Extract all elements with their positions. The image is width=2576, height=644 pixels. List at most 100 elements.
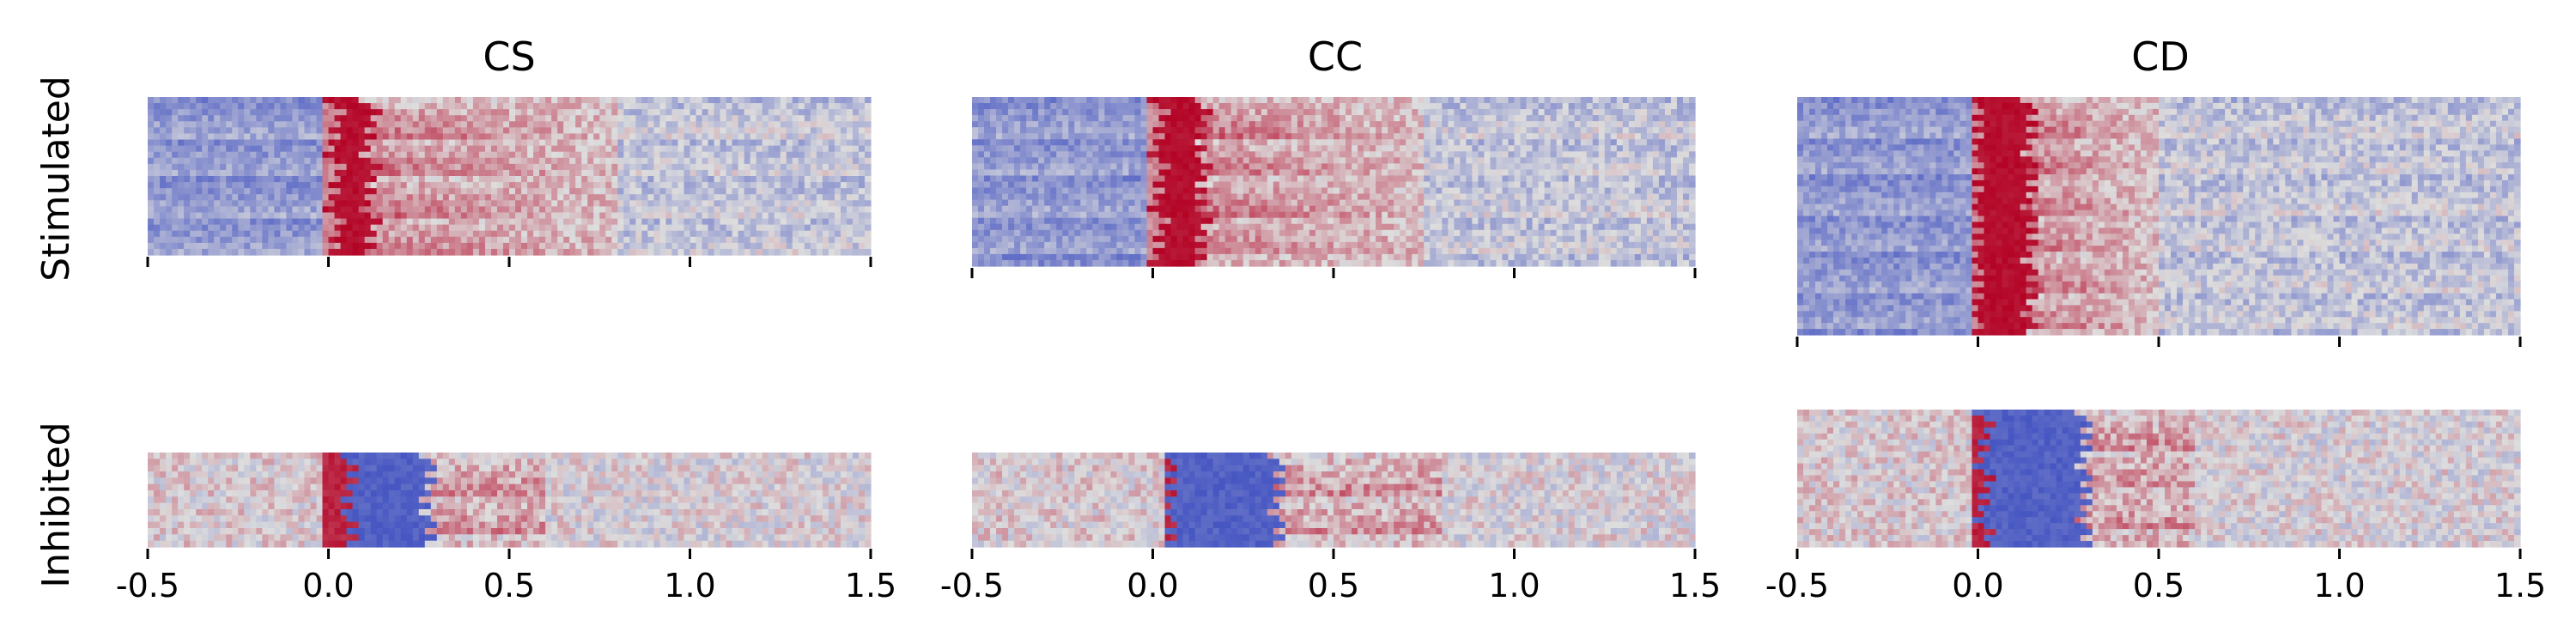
heatmap-cell	[659, 109, 667, 116]
heatmap-cell	[1297, 109, 1304, 116]
heatmap-cell	[762, 230, 769, 238]
heatmap-cell	[292, 176, 300, 183]
heatmap-cell	[1212, 151, 1220, 158]
heatmap-cell	[768, 103, 775, 110]
heatmap-cell	[647, 109, 654, 116]
heatmap-cell	[184, 242, 191, 250]
heatmap-cell	[1080, 181, 1087, 189]
heatmap-cell	[1056, 127, 1063, 134]
heatmap-panel-cc-stimulated	[970, 97, 1697, 278]
heatmap-cell	[1616, 115, 1624, 122]
heatmap-cell	[1460, 121, 1467, 128]
heatmap-cell	[720, 236, 727, 244]
heatmap-cell	[394, 103, 402, 110]
heatmap-cell	[400, 218, 408, 226]
heatmap-cell	[298, 248, 306, 256]
heatmap-cell	[1346, 175, 1352, 183]
heatmap-cell	[1200, 157, 1208, 164]
heatmap-cell	[1116, 139, 1124, 146]
heatmap-cell	[1212, 163, 1220, 171]
heatmap-cell	[996, 121, 1003, 128]
heatmap-cell	[593, 121, 600, 128]
heatmap-cell	[1364, 187, 1370, 195]
heatmap-cell	[208, 133, 215, 141]
heatmap-cell	[406, 188, 414, 195]
heatmap-cell	[1370, 157, 1376, 164]
heatmap-cell	[1508, 181, 1516, 189]
heatmap-cell	[557, 176, 564, 183]
heatmap-cell	[400, 236, 408, 244]
heatmap-cell	[780, 169, 787, 177]
heatmap-cell	[256, 109, 263, 116]
heatmap-cell	[840, 212, 848, 220]
heatmap-cell	[593, 224, 600, 232]
heatmap-cell	[599, 188, 606, 195]
heatmap-cell	[214, 236, 221, 244]
heatmap-cell	[1334, 127, 1340, 134]
heatmap-cell	[605, 194, 612, 201]
heatmap-cell	[563, 133, 570, 141]
heatmap-cell	[828, 248, 835, 256]
heatmap-cell	[1176, 145, 1184, 152]
heatmap-cell	[1050, 145, 1057, 152]
heatmap-cell	[756, 157, 763, 165]
heatmap-cell	[1242, 187, 1250, 195]
heatmap-cell	[1628, 115, 1636, 122]
heatmap-cell	[316, 188, 324, 195]
heatmap-cell	[587, 242, 594, 250]
heatmap-cell	[340, 121, 348, 128]
heatmap-cell	[388, 206, 396, 214]
heatmap-cell	[539, 109, 546, 116]
heatmap-cell	[364, 206, 372, 214]
heatmap-cell	[696, 248, 703, 256]
heatmap-cell	[527, 176, 534, 183]
heatmap-cell	[1104, 145, 1111, 152]
heatmap-cell	[1074, 127, 1081, 134]
heatmap-cell	[1200, 151, 1208, 158]
heatmap-cell	[244, 206, 251, 214]
heatmap-cell	[551, 103, 558, 110]
heatmap-cell	[1188, 157, 1196, 164]
heatmap-cell	[605, 169, 612, 177]
heatmap-cell	[521, 157, 528, 165]
heatmap-cell	[430, 145, 438, 153]
heatmap-cell	[563, 97, 570, 104]
heatmap-cell	[780, 200, 787, 207]
heatmap-cell	[1206, 115, 1214, 122]
heatmap-cell	[617, 145, 624, 153]
heatmap-cell	[448, 139, 456, 147]
heatmap-cell	[448, 157, 456, 165]
heatmap-cell	[1412, 157, 1419, 164]
heatmap-cell	[1032, 109, 1039, 116]
heatmap-cell	[1092, 115, 1099, 122]
heatmap-cell	[635, 212, 642, 220]
heatmap-cell	[1562, 127, 1570, 134]
heatmap-cell	[1556, 121, 1564, 128]
heatmap-cell	[1640, 109, 1648, 116]
heatmap-cell	[1303, 139, 1310, 146]
heatmap-cell	[726, 127, 733, 135]
heatmap-cell	[1514, 139, 1522, 146]
heatmap-cell	[178, 182, 185, 189]
heatmap-cell	[334, 103, 342, 110]
heatmap-cell	[478, 163, 486, 171]
heatmap-cell	[466, 212, 474, 220]
heatmap-cell	[166, 212, 173, 220]
heatmap-cell	[298, 157, 306, 165]
heatmap-cell	[202, 121, 209, 128]
heatmap-cell	[563, 145, 570, 153]
heatmap-cell	[1140, 157, 1148, 164]
heatmap-cell	[1267, 109, 1274, 116]
heatmap-cell	[1014, 163, 1021, 171]
heatmap-cell	[430, 169, 438, 177]
heatmap-cell	[1164, 187, 1172, 195]
heatmap-cell	[1230, 121, 1238, 128]
heatmap-cell	[280, 218, 287, 226]
heatmap-cell	[696, 145, 703, 153]
heatmap-cell	[382, 163, 390, 171]
heatmap-cell	[1249, 157, 1256, 164]
heatmap-cell	[184, 163, 191, 171]
heatmap-cell	[816, 206, 823, 214]
heatmap-cell	[1158, 187, 1166, 195]
heatmap-cell	[714, 115, 721, 122]
